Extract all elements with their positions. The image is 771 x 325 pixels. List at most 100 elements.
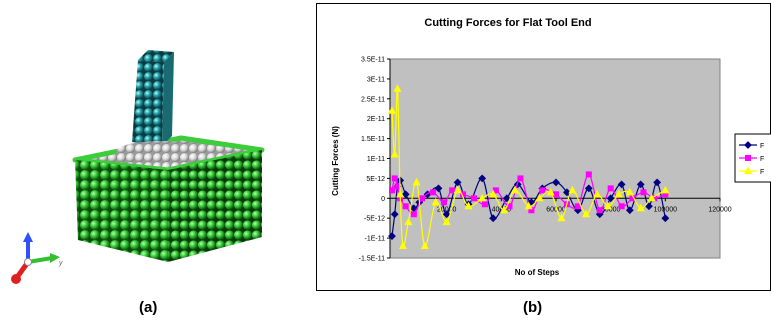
data-point <box>535 193 544 202</box>
data-point <box>614 189 623 198</box>
data-point <box>430 189 436 196</box>
data-point <box>603 201 612 210</box>
y-tick-label: 3E-11 <box>367 76 385 83</box>
data-point <box>401 190 410 199</box>
data-point <box>442 217 451 226</box>
data-point <box>596 207 603 214</box>
data-point <box>524 201 533 210</box>
data-point <box>563 188 571 197</box>
data-point <box>453 178 462 187</box>
series-3 <box>387 84 670 250</box>
data-point <box>393 84 402 92</box>
legend-label: F <box>760 156 764 163</box>
data-point <box>625 187 634 196</box>
data-point <box>743 166 753 174</box>
data-point <box>387 106 397 114</box>
data-point <box>431 197 440 206</box>
data-point <box>440 199 447 206</box>
y-tick-label: 3.5E-11 <box>361 57 385 64</box>
data-point <box>449 187 456 194</box>
data-point <box>502 194 511 203</box>
data-point <box>471 195 477 202</box>
y-tick-label: 1E-11 <box>367 156 385 163</box>
simulation-image: y <box>11 50 265 284</box>
data-point <box>568 185 577 194</box>
data-point <box>553 191 559 198</box>
data-point <box>640 189 647 196</box>
data-point <box>606 194 615 203</box>
chart: Cutting Forces for Flat Tool End Cutting… <box>316 3 771 291</box>
x-tick-label: 80000 <box>601 206 621 213</box>
data-point <box>625 206 634 215</box>
series-1 <box>388 174 670 241</box>
data-point <box>636 180 645 189</box>
y-tick-label: 1.5E-11 <box>361 136 385 143</box>
data-point <box>419 195 426 202</box>
data-point <box>592 189 602 198</box>
y-tick-label: 2E-11 <box>367 116 385 123</box>
legend-label: F <box>760 169 764 176</box>
x-tick-label: 20000 <box>437 206 457 213</box>
data-point <box>412 177 421 186</box>
data-point <box>552 178 560 187</box>
caption-a: (a) <box>139 299 158 316</box>
data-point <box>661 214 670 223</box>
data-point <box>546 187 555 196</box>
data-point <box>396 189 405 198</box>
data-point <box>585 171 592 178</box>
data-point <box>584 184 593 193</box>
x-tick-label: 60000 <box>546 206 566 213</box>
data-point <box>539 187 546 194</box>
data-point <box>410 211 417 218</box>
plot-area <box>389 58 721 259</box>
y-tick-label: 0 <box>381 196 385 203</box>
data-point <box>582 209 591 218</box>
chart-title: Cutting Forces for Flat Tool End <box>424 17 591 29</box>
data-point <box>404 217 413 226</box>
data-point <box>391 175 398 182</box>
data-point <box>442 210 451 219</box>
data-point <box>510 185 520 194</box>
data-point <box>481 201 488 208</box>
data-point <box>645 202 653 211</box>
axis-triad: y <box>11 232 63 284</box>
data-point <box>420 241 429 250</box>
x-tick-label: 120000 <box>708 206 731 213</box>
workpiece-block <box>72 135 265 262</box>
data-point <box>653 178 662 187</box>
data-point <box>434 184 443 193</box>
y-tick-label: -1.5E-11 <box>359 256 385 263</box>
y-axis-label: y <box>58 260 63 267</box>
chip-debris <box>116 141 204 163</box>
y-tick-label: -1E-11 <box>365 236 386 243</box>
x-tick-label: 100000 <box>654 206 677 213</box>
data-point <box>517 175 524 182</box>
data-point <box>478 193 487 202</box>
data-point <box>453 185 462 194</box>
data-point <box>478 174 487 183</box>
y-tick-label: 5E-12 <box>366 176 385 183</box>
data-point <box>390 210 399 219</box>
data-point <box>394 183 401 190</box>
data-point <box>389 187 395 194</box>
y-tick-label: -5E-12 <box>364 216 385 223</box>
data-point <box>398 241 407 250</box>
data-point <box>661 185 670 194</box>
legend-label: F <box>760 143 764 150</box>
x-axis-title: No of Steps <box>515 268 560 277</box>
data-point <box>744 141 752 149</box>
data-point <box>745 155 751 161</box>
data-point <box>647 193 656 202</box>
data-point <box>618 203 625 210</box>
data-point <box>557 213 566 222</box>
data-point <box>402 203 409 210</box>
caption-b: (b) <box>523 299 543 316</box>
data-point <box>574 203 581 210</box>
data-point <box>464 201 473 210</box>
data-point <box>388 232 396 241</box>
data-point <box>636 203 645 212</box>
cutting-tool <box>132 50 174 146</box>
y-axis-title: Cutting Forces (N) <box>331 126 340 196</box>
y-tick-label: 2.5E-11 <box>361 96 385 103</box>
data-point <box>617 180 626 189</box>
